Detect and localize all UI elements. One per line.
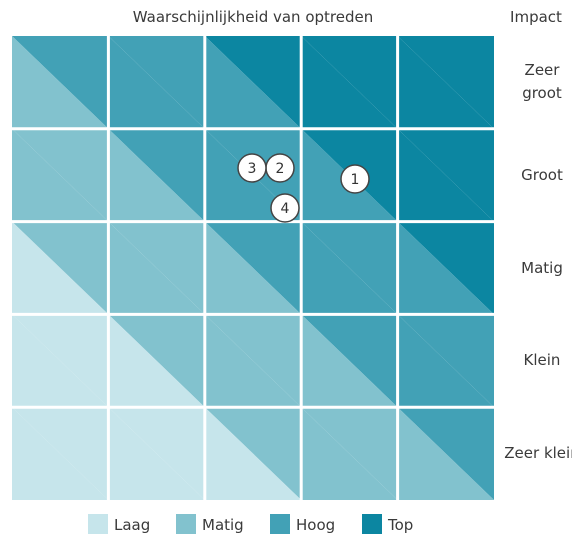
cell-lower [108, 36, 205, 129]
risk-marker-label: 2 [276, 161, 285, 177]
cell-upper [12, 314, 109, 408]
row-label: Klein [523, 351, 561, 370]
row-label: Matig [521, 258, 563, 277]
cell-lower [204, 221, 302, 315]
cell-upper [204, 407, 302, 500]
cell-lower [301, 314, 398, 408]
cell-lower [12, 221, 109, 315]
cell-lower [397, 128, 494, 222]
cell-lower [12, 36, 109, 129]
cell-lower [108, 314, 205, 408]
risk-marker [237, 153, 267, 183]
cell-lower [397, 221, 494, 315]
cell-lower [108, 128, 205, 222]
risk-marker-label: 3 [248, 161, 257, 177]
cell-upper [108, 128, 205, 222]
risk-marker-label: 4 [281, 201, 290, 217]
risk-marker-label: 1 [351, 172, 360, 188]
cell-lower [204, 407, 302, 500]
cell-upper [204, 36, 302, 129]
legend-swatch [270, 514, 290, 534]
cell-lower [397, 407, 494, 500]
cell-lower [397, 314, 494, 408]
row-label: Zeer groot [522, 61, 562, 103]
cell-lower [108, 407, 205, 500]
row-label: Zeer klein [504, 444, 572, 463]
legend-label: Laag [114, 516, 150, 534]
cell-upper [397, 128, 494, 222]
cell-lower [204, 36, 302, 129]
cell-upper [204, 128, 302, 222]
legend-swatch [362, 514, 382, 534]
cell-upper [108, 314, 205, 408]
cell-lower [301, 128, 398, 222]
cell-upper [108, 407, 205, 500]
cell-upper [301, 36, 398, 129]
legend-label: Hoog [296, 516, 335, 534]
legend-label: Top [387, 516, 413, 534]
cell-upper [301, 221, 398, 315]
cell-lower [12, 314, 109, 408]
cell-lower [12, 407, 109, 500]
legend-label: Matig [202, 516, 244, 534]
impact-label: Impact [510, 8, 562, 26]
cell-upper [397, 221, 494, 315]
cell-upper [108, 36, 205, 129]
risk-marker [270, 193, 300, 223]
cell-upper [397, 407, 494, 500]
legend-swatch [176, 514, 196, 534]
cell-lower [301, 407, 398, 500]
cell-lower [108, 221, 205, 315]
cell-upper [12, 128, 109, 222]
cell-upper [397, 36, 494, 129]
cell-lower [397, 36, 494, 129]
cell-lower [12, 128, 109, 222]
cell-upper [204, 221, 302, 315]
cell-lower [301, 221, 398, 315]
legend-swatch [88, 514, 108, 534]
cell-lower [204, 314, 302, 408]
cell-upper [301, 407, 398, 500]
cell-lower [301, 36, 398, 129]
row-label: Groot [521, 165, 563, 184]
risk-marker [340, 164, 370, 194]
title: Waarschijnlijkheid van optreden [132, 8, 374, 26]
